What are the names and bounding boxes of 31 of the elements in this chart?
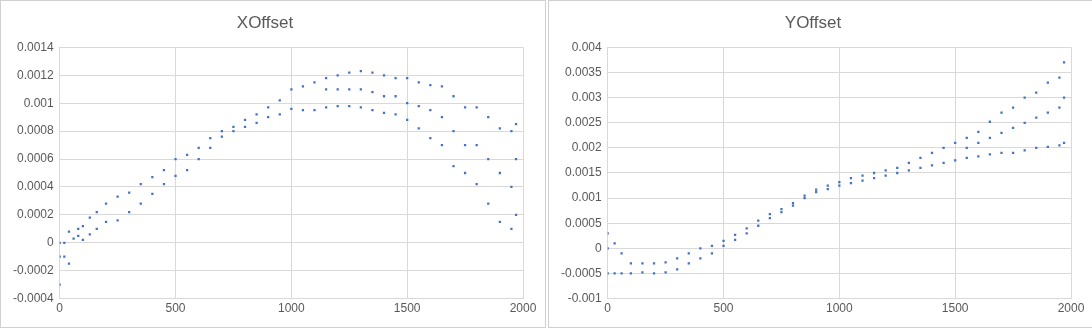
y-tick-label: 0.0025 xyxy=(565,115,603,130)
y-tick-label: 0.003 xyxy=(571,89,603,104)
y-tick-label: 0.0006 xyxy=(17,151,55,166)
y-tick-label: 0.0014 xyxy=(17,39,55,54)
chart-title: XOffset xyxy=(236,12,294,32)
x-tick-label: 1000 xyxy=(826,301,854,316)
y-tick-label: -0.001 xyxy=(567,290,603,305)
y-tick-label: -0.0005 xyxy=(561,265,603,280)
x-tick-label: 1000 xyxy=(278,301,306,316)
x-tick-label: 500 xyxy=(165,301,186,316)
y-tick-label: 0.002 xyxy=(571,140,603,155)
x-tick-label: 2000 xyxy=(1057,301,1085,316)
y-tick-label: 0.0012 xyxy=(17,67,55,82)
y-tick-label: 0.001 xyxy=(23,95,55,110)
y-tick-label: 0.0015 xyxy=(565,165,603,180)
x-tick-label: 2000 xyxy=(509,301,537,316)
y-tick-label: 0.0005 xyxy=(565,215,603,230)
y-tick-label: -0.0004 xyxy=(13,290,55,305)
y-tick-label: 0.0035 xyxy=(565,64,603,79)
y-tick-label: 0.004 xyxy=(571,39,603,54)
y-tick-label: 0 xyxy=(595,240,603,255)
chart-title: YOffset xyxy=(784,12,842,32)
y-tick-label: 0.0008 xyxy=(17,123,55,138)
y-tick-label: 0.0004 xyxy=(17,179,55,194)
x-tick-label: 1500 xyxy=(393,301,421,316)
y-tick-label: -0.0002 xyxy=(13,263,55,277)
y-tick-label: 0.0002 xyxy=(17,207,55,222)
y-tick-label: 0 xyxy=(47,235,55,250)
x-tick-label: 500 xyxy=(713,301,734,316)
x-tick-label: 1500 xyxy=(941,301,969,316)
y-tick-label: 0.001 xyxy=(571,190,603,205)
